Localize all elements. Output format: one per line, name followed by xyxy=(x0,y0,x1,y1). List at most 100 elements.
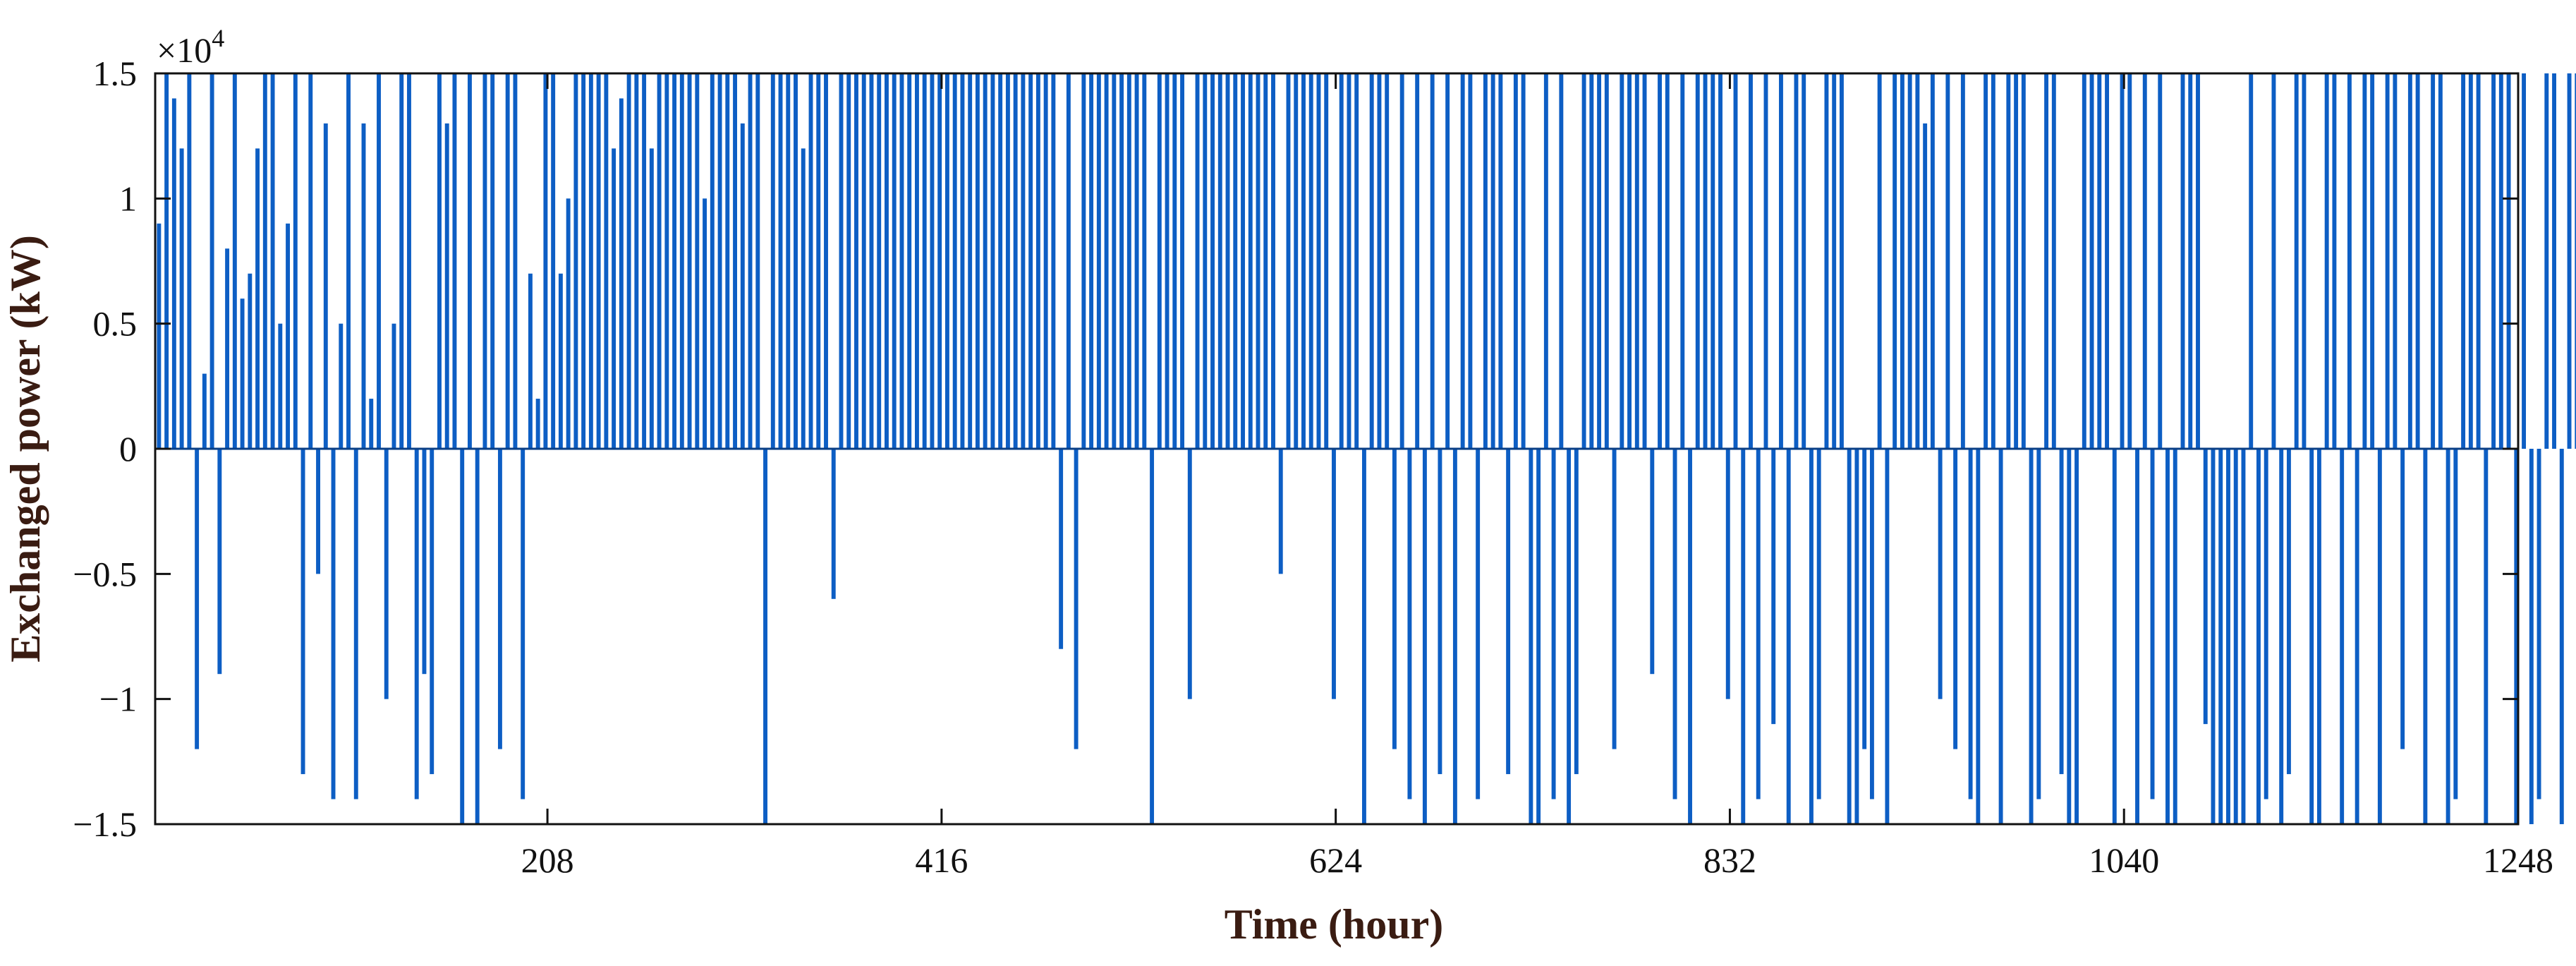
bar xyxy=(687,73,692,449)
bar xyxy=(437,73,442,449)
bar xyxy=(1733,73,1738,449)
bar xyxy=(240,298,245,449)
bar xyxy=(1392,449,1397,749)
bar xyxy=(1074,449,1079,749)
bar xyxy=(1460,73,1465,449)
y-tick-label: 1 xyxy=(119,179,137,218)
bar xyxy=(1286,73,1291,449)
bar xyxy=(232,73,237,449)
bar xyxy=(551,73,556,449)
bar xyxy=(2089,73,2094,449)
x-tick-label: 208 xyxy=(521,840,574,880)
bar xyxy=(1362,449,1366,824)
bar xyxy=(422,449,427,675)
bar xyxy=(725,73,730,449)
bar xyxy=(1658,73,1662,449)
bar xyxy=(2127,73,2132,449)
bar xyxy=(1665,73,1670,449)
bar xyxy=(1567,449,1572,824)
bar xyxy=(2059,449,2064,775)
bar xyxy=(573,73,578,449)
bar xyxy=(1771,449,1776,725)
bar xyxy=(1998,449,2003,824)
bar xyxy=(209,73,214,449)
y-exponent-power: 4 xyxy=(212,24,224,52)
bar xyxy=(2491,73,2496,449)
x-tick-label: 1248 xyxy=(2483,840,2553,880)
bar xyxy=(535,399,540,449)
bar xyxy=(1915,73,1920,449)
bar xyxy=(2415,73,2420,449)
bar xyxy=(1832,73,1837,449)
bar xyxy=(2044,73,2049,449)
bar xyxy=(1142,73,1147,449)
bar xyxy=(2529,449,2534,824)
bar xyxy=(1620,73,1624,449)
bar xyxy=(2105,73,2109,449)
bar xyxy=(1991,73,1995,449)
bar xyxy=(2302,73,2307,449)
bar xyxy=(430,449,435,775)
bar xyxy=(225,248,230,449)
bar xyxy=(672,73,677,449)
bar xyxy=(1597,73,1602,449)
bar xyxy=(444,123,449,449)
bars-layer xyxy=(157,73,2576,824)
bar xyxy=(1688,449,1692,824)
bar xyxy=(1332,449,1336,699)
bar xyxy=(2446,449,2450,824)
bar xyxy=(2431,73,2436,449)
bar xyxy=(1271,73,1275,449)
bar xyxy=(861,73,866,449)
bar xyxy=(937,73,942,449)
bar xyxy=(353,449,358,799)
bar xyxy=(286,223,291,449)
bar xyxy=(2484,449,2489,824)
bar xyxy=(1051,73,1056,449)
bar xyxy=(1035,73,1040,449)
y-tick-label: 1.5 xyxy=(93,54,138,93)
bar xyxy=(1907,73,1912,449)
bar xyxy=(604,73,609,449)
bar xyxy=(2279,449,2284,824)
bar xyxy=(255,148,260,449)
bar xyxy=(505,73,510,449)
bar xyxy=(1680,73,1685,449)
bar xyxy=(626,73,631,449)
bar xyxy=(1802,73,1806,449)
bar xyxy=(2074,449,2079,824)
bar xyxy=(2506,73,2511,449)
bar xyxy=(1089,73,1094,449)
bar xyxy=(361,123,366,449)
bar xyxy=(490,73,495,449)
bar xyxy=(1877,73,1882,449)
bar xyxy=(262,73,267,449)
bar xyxy=(1543,73,1548,449)
bar xyxy=(2393,73,2398,449)
bar xyxy=(377,73,381,449)
bar xyxy=(717,73,722,449)
bar xyxy=(2294,73,2299,449)
x-axis-title: Time (hour) xyxy=(1225,901,1444,948)
bar xyxy=(1513,73,1518,449)
bar xyxy=(808,73,813,449)
bar xyxy=(217,449,222,675)
bar xyxy=(1415,73,1420,449)
bar xyxy=(1718,73,1723,449)
bar xyxy=(1749,73,1753,449)
bar xyxy=(2241,449,2246,824)
bar xyxy=(2196,73,2200,449)
bar xyxy=(2514,449,2519,824)
bar xyxy=(1869,449,1874,799)
bar xyxy=(892,73,897,449)
y-exponent-base: ×10 xyxy=(157,30,212,70)
bar xyxy=(1786,449,1791,824)
bar xyxy=(2567,73,2572,449)
y-tick-label: −1 xyxy=(99,680,137,719)
bar xyxy=(1741,449,1746,824)
bar xyxy=(2575,73,2576,449)
bar xyxy=(369,399,374,449)
bar xyxy=(452,73,457,449)
bar xyxy=(794,73,798,449)
